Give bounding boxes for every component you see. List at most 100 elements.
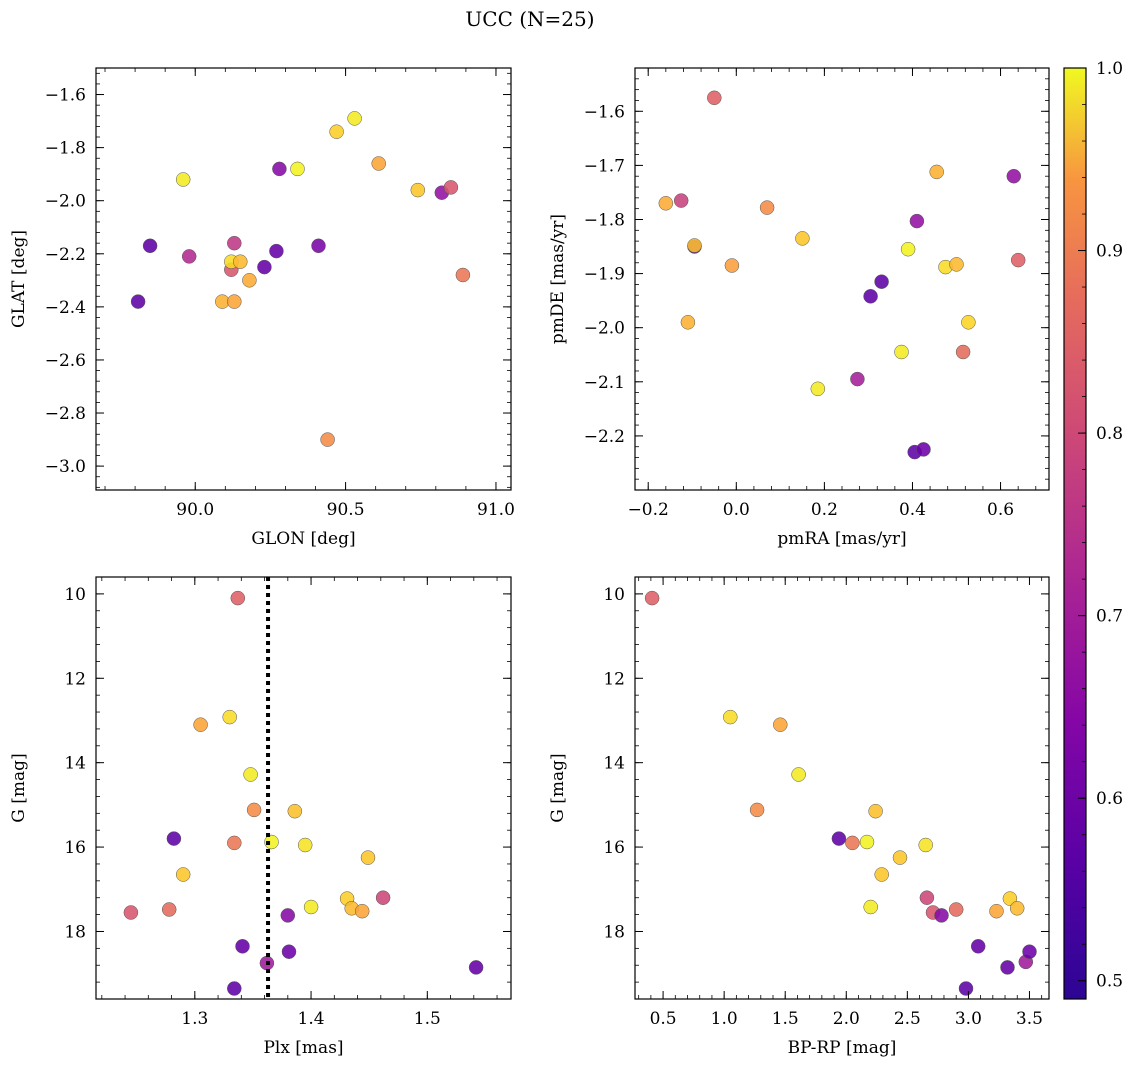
cmd-point-20	[1000, 960, 1015, 975]
glon-glat-y-ticks: −1.6 −1.8 −2.0 −2.2 −2.4 −2.6 −2.8 −3.0	[45, 72, 511, 488]
cmd-ytick-label: 16	[603, 838, 625, 858]
plx-g-xtick-label: 1.5	[414, 1009, 441, 1029]
glon-glat-point-3	[181, 249, 197, 264]
glon-glat-point-19	[371, 156, 386, 171]
cmd-point-24	[1022, 944, 1037, 959]
plx-g-point-14	[280, 908, 296, 923]
pm-point-6	[724, 258, 740, 273]
glon-glat-point-22	[443, 180, 459, 195]
glon-glat-xtick-label: 90.5	[327, 500, 365, 520]
plx-g-point-16	[287, 803, 303, 819]
plx-g-point-6	[227, 835, 242, 851]
cmd-point-13	[919, 890, 935, 905]
pm-ytick-label: −1.6	[584, 102, 625, 122]
glon-glat-xtick-label: 91.0	[477, 500, 515, 520]
plx-g-point-8	[230, 590, 246, 606]
glon-glat-ytick-label: −2.0	[45, 192, 86, 212]
glon-glat-point-14	[290, 161, 305, 177]
pm-point-10	[850, 371, 865, 387]
cmd-xtick-label: 2.5	[894, 1009, 921, 1029]
glon-glat-point-11	[257, 259, 272, 275]
plx-g-xtick-label: 1.3	[181, 1009, 208, 1029]
cmd-xtick-label: 3.0	[955, 1009, 982, 1029]
plx-g-point-17	[297, 837, 313, 853]
plx-g-point-18	[303, 899, 319, 915]
plx-g-ytick-label: 10	[64, 585, 86, 605]
plx-g-axes-frame	[95, 576, 512, 1000]
glon-glat-point-12	[269, 243, 284, 259]
plx-g-point-24	[468, 960, 484, 975]
pm-xlabel: pmRA [mas/yr]	[777, 529, 906, 549]
cmd-point-2	[749, 802, 765, 818]
cmd-ytick-label: 12	[603, 669, 625, 689]
plx-g-point-5	[222, 709, 237, 725]
pm-point-1	[673, 193, 689, 208]
pm-axes-frame	[634, 67, 1050, 491]
pm-xtick-label: 0.2	[811, 500, 838, 520]
plx-g-point-15	[281, 944, 297, 959]
colorbar-tick-label: 1.0	[1096, 59, 1123, 79]
cmd-axes-frame	[634, 576, 1050, 1000]
glon-glat-point-20	[410, 182, 426, 198]
cmd-point-10	[874, 867, 889, 882]
colorbar-tick-label: 0.7	[1096, 607, 1123, 627]
plx-g-ytick-label: 12	[64, 669, 86, 689]
glon-glat-point-15	[311, 238, 326, 254]
pm-point-0	[658, 196, 674, 211]
colorbar-tick-label: 0.8	[1096, 424, 1123, 444]
glon-glat-point-8	[227, 294, 242, 309]
cmd-point-22	[1009, 901, 1025, 916]
plx-g-point-21	[354, 903, 370, 919]
cmd-point-9	[868, 803, 883, 819]
cmd-point-6	[845, 835, 860, 851]
glon-glat-ytick-label: −2.2	[45, 245, 86, 265]
colorbar-tick-label: 0.9	[1096, 242, 1123, 262]
plx-g-point-3	[175, 867, 191, 882]
plx-g-x-ticks: 1.3 1.4 1.5	[101, 577, 498, 1029]
pm-point-5	[707, 90, 722, 106]
glon-glat-point-16	[320, 432, 335, 447]
pm-ytick-label: −2.2	[584, 427, 625, 447]
plx-g-y-ticks: 10 12 14 16 18	[64, 576, 511, 1000]
cmd-point-16	[948, 902, 964, 917]
cmd-point-17	[958, 981, 974, 996]
plx-g-ytick-label: 16	[64, 838, 86, 858]
glon-glat-ytick-label: −2.4	[45, 298, 86, 318]
glon-glat-points	[130, 111, 471, 447]
glon-glat-point-23	[455, 267, 471, 283]
pm-x-ticks: −0.2 0.0 0.2 0.4 0.6	[628, 68, 1037, 520]
cmd-ylabel: G [mag]	[548, 753, 568, 822]
glon-glat-ytick-label: −1.6	[45, 86, 86, 106]
glon-glat-point-0	[130, 294, 146, 309]
pm-y-ticks: −1.6 −1.7 −1.8 −1.9 −2.0 −2.1 −2.2	[584, 67, 1049, 491]
cmd-point-19	[989, 903, 1004, 919]
pm-point-8	[795, 231, 810, 246]
pm-point-13	[894, 344, 909, 360]
pm-ylabel: pmDE [mas/yr]	[548, 214, 568, 344]
plx-g-point-11	[246, 802, 262, 818]
pm-point-23	[1006, 168, 1022, 184]
glon-glat-x-ticks: 90.0 90.5 91.0	[104, 68, 515, 520]
pm-point-7	[759, 200, 775, 215]
cmd-point-5	[831, 831, 847, 846]
plx-g-ytick-label: 14	[64, 754, 86, 774]
cmd-point-7	[859, 834, 875, 850]
panel-plx-g: 1.3 1.4 1.5 10 12 14 16 18 Plx [mas] G [mag]	[9, 576, 512, 1058]
plx-g-point-9	[235, 939, 250, 954]
cmd-xlabel: BP-RP [mag]	[788, 1038, 897, 1058]
glon-glat-point-17	[329, 124, 344, 139]
pm-points	[658, 90, 1026, 460]
plx-g-point-10	[243, 767, 258, 782]
cmd-ytick-label: 18	[603, 922, 625, 942]
glon-glat-xlabel: GLON [deg]	[251, 529, 355, 549]
glon-glat-ytick-label: −2.8	[45, 404, 86, 424]
pm-point-4	[687, 238, 702, 253]
cmd-ytick-label: 14	[603, 754, 625, 774]
glon-glat-ylabel: GLAT [deg]	[9, 230, 29, 328]
pm-xtick-label: 0.6	[987, 500, 1014, 520]
plx-g-ytick-label: 18	[64, 922, 86, 942]
glon-glat-ytick-label: −1.8	[45, 139, 86, 159]
cmd-point-8	[863, 899, 878, 915]
pm-xtick-label: −0.2	[628, 500, 669, 520]
plx-g-point-2	[166, 831, 182, 846]
